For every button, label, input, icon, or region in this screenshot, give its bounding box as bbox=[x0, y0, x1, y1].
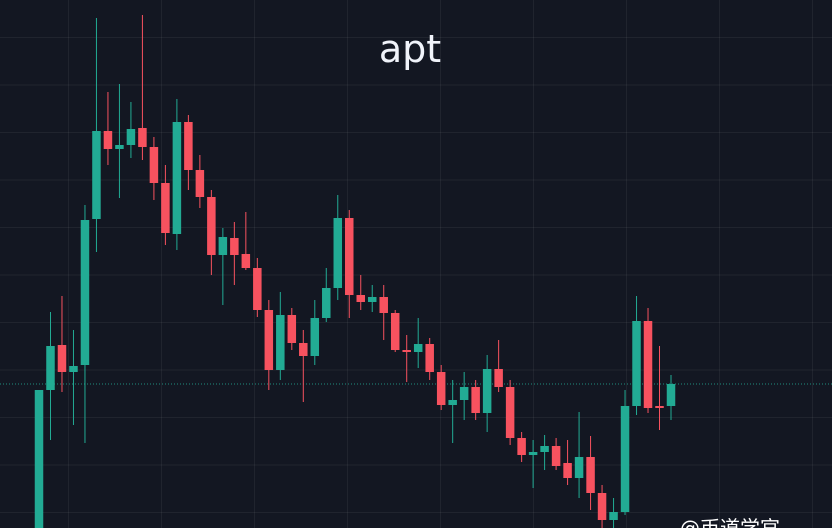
candle-body bbox=[322, 288, 331, 318]
candle-body bbox=[459, 387, 469, 400]
candle-body bbox=[46, 346, 55, 390]
candle-body bbox=[103, 131, 113, 149]
candle-body bbox=[230, 238, 239, 255]
candle-body bbox=[390, 313, 400, 350]
candle-body bbox=[402, 350, 411, 352]
candle-body bbox=[310, 318, 320, 356]
chart-title: apt bbox=[379, 27, 441, 71]
candle-body bbox=[241, 254, 251, 268]
candle-body bbox=[218, 237, 228, 255]
candle-body bbox=[586, 457, 595, 493]
candle-body bbox=[184, 122, 193, 170]
candle-body bbox=[666, 384, 676, 406]
candle-body bbox=[609, 512, 618, 520]
candle-body bbox=[172, 122, 182, 234]
candle-body bbox=[505, 387, 515, 438]
candle-body bbox=[425, 344, 434, 372]
candle-body bbox=[34, 390, 44, 528]
candle-body bbox=[632, 321, 641, 406]
candle-body bbox=[253, 268, 262, 310]
candle-body bbox=[436, 372, 446, 405]
candle-body bbox=[149, 147, 159, 183]
candle-body bbox=[161, 183, 170, 233]
candle-body bbox=[494, 369, 503, 387]
candle-body bbox=[356, 295, 365, 302]
candle-body bbox=[299, 343, 308, 356]
candle-body bbox=[620, 406, 630, 512]
candle-body bbox=[287, 315, 297, 343]
candle-body bbox=[195, 170, 205, 197]
watermark: @币道学官 bbox=[680, 516, 780, 528]
candle-body bbox=[597, 493, 607, 520]
candle-body bbox=[126, 129, 136, 145]
candle-body bbox=[643, 321, 653, 408]
candle-body bbox=[563, 463, 572, 478]
candle-body bbox=[57, 345, 67, 372]
candle-body bbox=[367, 297, 377, 302]
candle-body bbox=[379, 297, 388, 313]
candle-body bbox=[69, 366, 78, 372]
candle-body bbox=[207, 197, 216, 255]
candle-body bbox=[115, 145, 124, 149]
candle-body bbox=[276, 315, 285, 370]
candle-body bbox=[333, 218, 343, 288]
candle-body bbox=[528, 452, 538, 455]
candle-body bbox=[517, 438, 526, 455]
candle-body bbox=[574, 457, 584, 478]
candle-body bbox=[448, 400, 457, 405]
candle-body bbox=[482, 369, 492, 413]
candle-body bbox=[80, 220, 90, 365]
candle-body bbox=[471, 387, 480, 413]
candle-body bbox=[264, 310, 274, 370]
candle-body bbox=[551, 446, 561, 466]
candle-body bbox=[92, 131, 101, 219]
candles bbox=[34, 15, 676, 528]
candle-body bbox=[540, 446, 549, 452]
candle-body bbox=[413, 344, 423, 352]
candle-body bbox=[655, 406, 664, 408]
candle-body bbox=[345, 218, 354, 295]
candle-body bbox=[138, 128, 147, 147]
